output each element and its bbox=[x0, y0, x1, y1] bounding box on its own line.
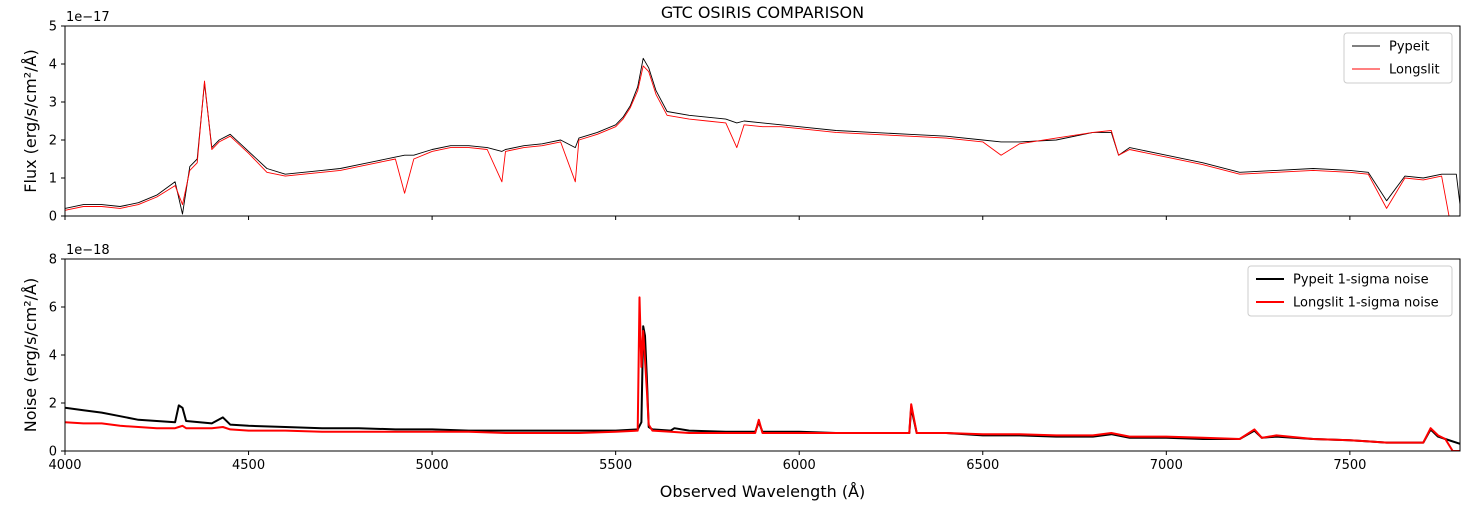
y-tick-label: 4 bbox=[49, 349, 57, 364]
legend-label-longslit: Longslit bbox=[1389, 63, 1440, 78]
legend-label-pypeit-noise: Pypeit 1-sigma noise bbox=[1293, 273, 1429, 288]
y-tick-label: 6 bbox=[49, 301, 57, 316]
flux-series-lines bbox=[65, 57, 1460, 216]
x-axis-label: Observed Wavelength (Å) bbox=[660, 482, 866, 501]
x-tick-label: 5500 bbox=[599, 458, 632, 473]
chart-title: GTC OSIRIS COMPARISON bbox=[661, 3, 864, 22]
y-tick-label: 5 bbox=[49, 20, 57, 35]
x-tick-label: 6500 bbox=[966, 458, 999, 473]
series-line-pypeit bbox=[65, 57, 1460, 215]
noise-panel: 1e−18 Noise (erg/s/cm²/Å) Observed Wavel… bbox=[21, 243, 1461, 501]
y-tick-label: 2 bbox=[49, 134, 57, 149]
flux-legend: Pypeit Longslit bbox=[1343, 32, 1453, 84]
legend-label-pypeit: Pypeit bbox=[1389, 40, 1430, 55]
flux-panel: GTC OSIRIS COMPARISON 1e−17 Flux (erg/s/… bbox=[21, 3, 1461, 225]
series-line-longslit-1-sigma-noise bbox=[65, 296, 1460, 451]
y-tick-label: 8 bbox=[49, 253, 57, 268]
noise-y-axis-label: Noise (erg/s/cm²/Å) bbox=[21, 278, 40, 433]
flux-legend-box bbox=[1343, 32, 1453, 84]
y-tick-label: 2 bbox=[49, 397, 57, 412]
y-tick-label: 0 bbox=[49, 445, 57, 460]
noise-legend: Pypeit 1-sigma noise Longslit 1-sigma no… bbox=[1247, 265, 1453, 317]
y-tick-label: 1 bbox=[49, 172, 57, 187]
x-tick-label: 7500 bbox=[1333, 458, 1366, 473]
flux-offset-text: 1e−17 bbox=[66, 10, 110, 25]
noise-axes-frame bbox=[64, 258, 1461, 452]
noise-legend-box bbox=[1247, 265, 1453, 317]
x-tick-label: 6000 bbox=[783, 458, 816, 473]
noise-offset-text: 1e−18 bbox=[66, 243, 110, 258]
noise-axis-ticks: 4000 4500 5000 5500 6000 6500 7000 7500 0 2 4 6 8 bbox=[48, 253, 1366, 474]
x-tick-label: 4500 bbox=[232, 458, 265, 473]
series-line-longslit bbox=[65, 65, 1460, 216]
y-tick-label: 3 bbox=[49, 96, 57, 111]
flux-axes-frame bbox=[64, 25, 1461, 217]
flux-axis-ticks: 0 1 2 3 4 5 bbox=[49, 20, 1351, 225]
x-tick-label: 4000 bbox=[48, 458, 81, 473]
x-tick-label: 5000 bbox=[416, 458, 449, 473]
legend-label-longslit-noise: Longslit 1-sigma noise bbox=[1293, 296, 1439, 311]
x-tick-label: 7000 bbox=[1150, 458, 1183, 473]
y-tick-label: 0 bbox=[49, 210, 57, 225]
flux-y-axis-label: Flux (erg/s/cm²/Å) bbox=[21, 49, 40, 192]
noise-series-lines bbox=[65, 296, 1460, 451]
y-tick-label: 4 bbox=[49, 58, 57, 73]
